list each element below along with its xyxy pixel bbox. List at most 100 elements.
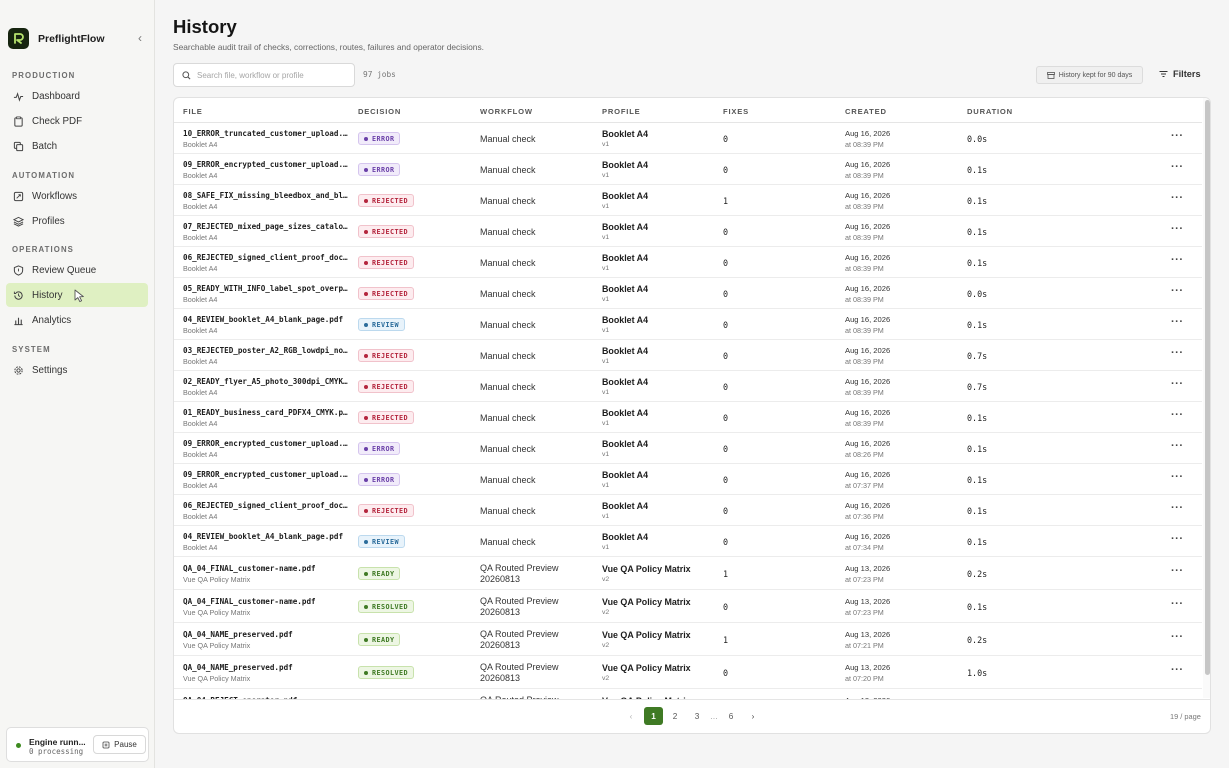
sidebar-item-dashboard[interactable]: Dashboard [6, 84, 148, 108]
decision-badge: ERROR [358, 473, 401, 486]
duration-value: 0.1s [967, 165, 988, 175]
column-header-file[interactable]: FILE [183, 107, 203, 116]
decision-badge: READY [358, 567, 401, 580]
row-actions-icon[interactable]: ··· [1171, 598, 1184, 610]
search-icon [182, 70, 191, 79]
row-actions-icon[interactable]: ··· [1171, 192, 1184, 204]
sidebar-item-label: Profiles [32, 215, 65, 227]
column-header-workflow[interactable]: WORKFLOW [480, 107, 533, 116]
sidebar-item-workflows[interactable]: Workflows [6, 184, 148, 208]
row-actions-icon[interactable]: ··· [1171, 533, 1184, 545]
profile-name: Booklet A4 [602, 439, 649, 449]
row-actions-icon[interactable]: ··· [1171, 664, 1184, 676]
table-row[interactable]: 04_REVIEW_booklet_A4_blank_page.pdf Bookl… [174, 526, 1202, 557]
file-name: 09_ERROR_encrypted_customer_upload.pdf [183, 470, 348, 479]
row-actions-icon[interactable]: ··· [1171, 471, 1184, 483]
prev-page-button[interactable]: ‹ [629, 711, 633, 721]
decision-badge: REVIEW [358, 318, 405, 331]
decision-label: ERROR [372, 475, 395, 484]
sidebar-item-settings[interactable]: Settings [6, 358, 148, 382]
row-actions-icon[interactable]: ··· [1171, 697, 1184, 699]
row-actions-icon[interactable]: ··· [1171, 440, 1184, 452]
workflow-line: Manual check [480, 134, 536, 144]
row-actions-icon[interactable]: ··· [1171, 631, 1184, 643]
table-row[interactable]: 03_REJECTED_poster_A2_RGB_lowdpi_noblee.… [174, 340, 1202, 371]
file-name: QA_04_NAME_preserved.pdf [183, 630, 293, 639]
history-icon [13, 290, 23, 300]
table-row[interactable]: 01_READY_business_card_PDFX4_CMYK.pdf Boo… [174, 402, 1202, 433]
table-row[interactable]: 10_ERROR_truncated_customer_upload.pdf Bo… [174, 123, 1202, 154]
pause-button[interactable]: Pause [93, 735, 146, 754]
fixes-count: 0 [723, 165, 729, 175]
created-date: Aug 13, 2026 [845, 564, 891, 573]
sidebar-item-analytics[interactable]: Analytics [6, 308, 148, 332]
table-row[interactable]: QA_04_FINAL_customer-name.pdf Vue QA Poli… [174, 590, 1202, 623]
row-actions-icon[interactable]: ··· [1171, 502, 1184, 514]
status-dot [364, 291, 368, 296]
search-input[interactable] [197, 70, 347, 80]
nav-section-production: PRODUCTION [12, 71, 76, 80]
workflow-cell: Manual check [480, 258, 536, 269]
row-actions-icon[interactable]: ··· [1171, 130, 1184, 142]
row-actions-icon[interactable]: ··· [1171, 161, 1184, 173]
table-row[interactable]: 07_REJECTED_mixed_page_sizes_catalog.pdf… [174, 216, 1202, 247]
status-dot [364, 477, 368, 482]
row-actions-icon[interactable]: ··· [1171, 409, 1184, 421]
decision-badge: RESOLVED [358, 666, 414, 679]
row-actions-icon[interactable]: ··· [1171, 316, 1184, 328]
table-row[interactable]: QA_04_FINAL_customer-name.pdf Vue QA Poli… [174, 557, 1202, 590]
scrollbar-thumb[interactable] [1205, 100, 1210, 675]
table-row[interactable]: 09_ERROR_encrypted_customer_upload.pdf Bo… [174, 154, 1202, 185]
sidebar-item-profiles[interactable]: Profiles [6, 209, 148, 233]
table-row[interactable]: 05_READY_WITH_INFO_label_spot_overprint.… [174, 278, 1202, 309]
row-actions-icon[interactable]: ··· [1171, 347, 1184, 359]
column-header-duration[interactable]: DURATION [967, 107, 1013, 116]
page-button-6[interactable]: 6 [728, 711, 734, 721]
table-row[interactable]: QA_04_NAME_preserved.pdf Vue QA Policy Ma… [174, 656, 1202, 689]
table-row[interactable]: 06_REJECTED_signed_client_proof_document… [174, 247, 1202, 278]
column-header-fixes[interactable]: FIXES [723, 107, 749, 116]
decision-badge: REJECTED [358, 349, 414, 362]
status-dot [364, 604, 368, 609]
row-actions-icon[interactable]: ··· [1171, 223, 1184, 235]
next-page-button[interactable]: › [751, 711, 755, 721]
page-button-2[interactable]: 2 [672, 711, 678, 721]
column-header-decision[interactable]: DECISION [358, 107, 402, 116]
sidebar-item-batch[interactable]: Batch [6, 134, 148, 158]
duration-value: 0.1s [967, 413, 988, 423]
table-row[interactable]: 04_REVIEW_booklet_A4_blank_page.pdf Bookl… [174, 309, 1202, 340]
created-time: at 08:39 PM [845, 357, 884, 366]
decision-badge: REVIEW [358, 535, 405, 548]
created-time: at 08:39 PM [845, 202, 884, 211]
filters-button[interactable]: Filters [1159, 69, 1201, 79]
profile-name: Booklet A4 [602, 222, 649, 232]
table-row[interactable]: 08_SAFE_FIX_missing_bleedbox_and_bleed.p… [174, 185, 1202, 216]
table-row[interactable]: 06_REJECTED_signed_client_proof_document… [174, 495, 1202, 526]
duration-value: 0.1s [967, 537, 988, 547]
table-row[interactable]: 09_ERROR_encrypted_customer_upload.pdf Bo… [174, 464, 1202, 495]
column-header-created[interactable]: CREATED [845, 107, 887, 116]
page-button-1[interactable]: 1 [644, 707, 663, 725]
table-row[interactable]: 02_READY_flyer_A5_photo_300dpi_CMYK.pdf B… [174, 371, 1202, 402]
row-actions-icon[interactable]: ··· [1171, 378, 1184, 390]
sidebar-item-check-pdf[interactable]: Check PDF [6, 109, 148, 133]
duration-value: 0.2s [967, 569, 988, 579]
sidebar-item-review-queue[interactable]: Review Queue [6, 258, 148, 282]
column-header-profile[interactable]: PROFILE [602, 107, 641, 116]
table-scrollbar[interactable] [1203, 98, 1210, 698]
created-time: at 08:39 PM [845, 326, 884, 335]
row-actions-icon[interactable]: ··· [1171, 565, 1184, 577]
search-box[interactable] [173, 63, 355, 87]
created-time: at 07:23 PM [845, 608, 884, 617]
nav-section-automation: AUTOMATION [12, 171, 76, 180]
row-actions-icon[interactable]: ··· [1171, 254, 1184, 266]
page-button-3[interactable]: 3 [694, 711, 700, 721]
table-row[interactable]: 09_ERROR_encrypted_customer_upload.pdf Bo… [174, 433, 1202, 464]
table-row[interactable]: QA_04_NAME_preserved.pdf Vue QA Policy Ma… [174, 623, 1202, 656]
collapse-sidebar-icon[interactable]: ‹ [138, 31, 142, 45]
row-actions-icon[interactable]: ··· [1171, 285, 1184, 297]
created-date: Aug 16, 2026 [845, 129, 891, 138]
file-profile: Booklet A4 [183, 295, 218, 304]
